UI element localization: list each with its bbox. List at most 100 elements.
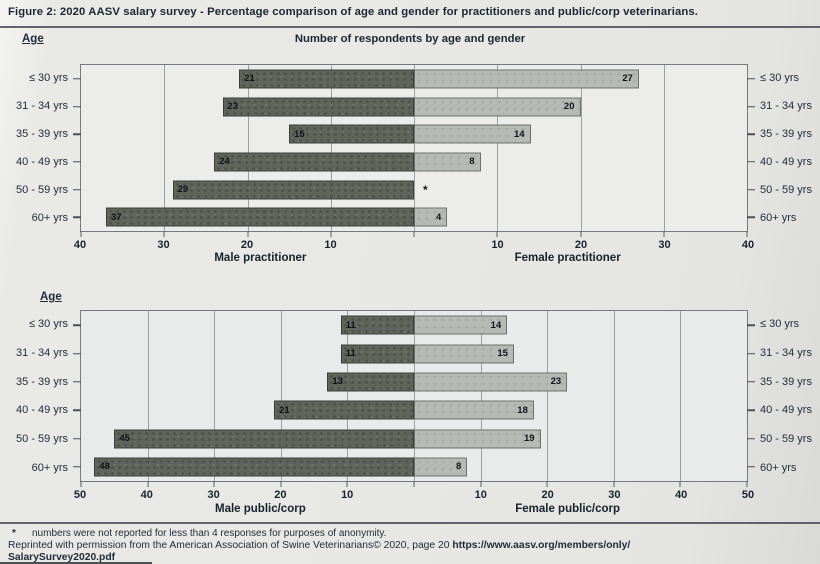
gridline xyxy=(497,65,499,231)
y-axis-tick xyxy=(747,105,755,108)
age-label-left: ≤ 30 yrs xyxy=(28,318,68,331)
bar-value-label: 37 xyxy=(110,211,122,223)
x-axis-tick-label: 40 xyxy=(140,489,153,501)
x-axis-tick-label: 30 xyxy=(608,489,621,501)
male-bar: 11 xyxy=(340,344,414,363)
x-axis-tick-labels: 40 30 20 10 10 20 30 40 xyxy=(74,239,754,253)
attribution-text: Reprinted with permission from the Ameri… xyxy=(8,540,453,551)
y-axis-tick xyxy=(73,133,81,135)
x-axis-tick xyxy=(663,231,665,237)
y-axis-tick xyxy=(747,78,755,80)
bar-value-label: 21 xyxy=(244,73,255,85)
x-axis-tick xyxy=(80,231,82,237)
female-bar: 15 xyxy=(414,344,514,363)
age-label-left: 40 - 49 yrs xyxy=(16,404,68,417)
age-axis-label: Age xyxy=(40,291,62,303)
zero-gridline xyxy=(414,311,415,481)
bar-value-label: 21 xyxy=(279,404,290,416)
chart-title: Number of respondents by age and gender xyxy=(294,33,526,45)
x-axis-tick-label: 10 xyxy=(341,489,354,501)
left-axis-title: Male practitioner xyxy=(214,252,307,264)
female-bar: 20 xyxy=(414,97,581,116)
male-bar: 11 xyxy=(340,315,414,335)
x-axis-tick-label: 30 xyxy=(157,239,170,251)
y-axis-tick xyxy=(747,216,755,218)
x-axis-tick-label: 10 xyxy=(324,239,337,251)
female-bar: 18 xyxy=(414,400,534,420)
y-axis-tick xyxy=(747,133,755,135)
x-axis-tick xyxy=(413,481,415,487)
y-axis-tick xyxy=(73,324,81,326)
x-axis-tick-label: 20 xyxy=(274,489,287,501)
chart-area: 11 14 11 15 13 23 21 18 45 19 48 8 ≤ 30 yrs ≤ 30 yrs… xyxy=(16,310,812,487)
x-axis-tick xyxy=(580,231,581,237)
age-label-right: 35 - 39 yrs xyxy=(760,128,812,140)
female-bar: 8 xyxy=(414,457,468,477)
x-axis-tick xyxy=(496,231,498,237)
age-label-right: 60+ yrs xyxy=(760,212,797,224)
age-label-left: 50 - 59 yrs xyxy=(16,433,68,445)
age-label-left: ≤ 30 yrs xyxy=(28,72,68,84)
chart-header: Age xyxy=(0,291,820,306)
plot-area: 21 27 23 20 15 14 24 8 29 * 37 4 xyxy=(73,64,755,237)
male-bar: 29 xyxy=(172,180,414,199)
left-axis-title: Male public/corp xyxy=(214,503,306,515)
x-axis-tick xyxy=(147,481,149,487)
age-label-left: 31 - 34 yrs xyxy=(16,347,68,359)
y-axis-tick xyxy=(73,161,81,163)
attribution-url-part2: SalarySurvey2020.pdf xyxy=(8,552,116,563)
gridline xyxy=(214,311,216,481)
bar-value-label: 23 xyxy=(227,101,239,112)
chart-area: 21 27 23 20 15 14 24 8 29 * 37 4 ≤ 30 yrs ≤ 30 yrs 31… xyxy=(16,64,812,237)
figure-caption-prefix: Figure 2: xyxy=(8,6,57,18)
x-axis-tick xyxy=(546,481,548,487)
x-axis-tick-label: 50 xyxy=(73,489,87,501)
right-axis-title: Female public/corp xyxy=(515,503,621,515)
female-bar: 8 xyxy=(414,152,481,172)
figure-caption-text: 2020 AASV salary survey - Percentage com… xyxy=(56,6,699,18)
x-axis-tick-label: 40 xyxy=(73,239,87,251)
male-bar: 21 xyxy=(274,400,414,420)
x-axis-tick xyxy=(413,231,415,237)
age-label-right: 40 - 49 yrs xyxy=(760,404,812,417)
gridline xyxy=(480,311,482,481)
y-axis-tick xyxy=(73,352,81,355)
x-axis-tick xyxy=(280,481,282,487)
male-bar: 45 xyxy=(114,429,414,448)
x-axis-tick xyxy=(480,481,482,487)
age-label-right: ≤ 30 yrs xyxy=(760,318,800,331)
gridline xyxy=(680,311,682,481)
attribution: Reprinted with permission from the Ameri… xyxy=(8,540,800,564)
y-axis-tick xyxy=(747,352,755,355)
footnote-asterisk: * xyxy=(12,528,16,539)
age-label-left: 50 - 59 yrs xyxy=(16,184,68,196)
gridline xyxy=(247,65,249,231)
x-axis-tick xyxy=(613,481,615,487)
bar-value-label: 13 xyxy=(332,376,343,388)
bottom-partial-rule xyxy=(0,562,152,564)
male-bar: 37 xyxy=(105,207,414,227)
footnote-divider-rule xyxy=(0,522,820,524)
bar-value-label: 24 xyxy=(219,156,230,168)
gridline xyxy=(547,311,549,481)
x-axis-tick-labels: 50 40 30 20 10 10 20 30 40 50 xyxy=(74,489,754,503)
y-axis-tick xyxy=(73,216,81,218)
x-axis-tick xyxy=(80,481,82,487)
male-bar: 15 xyxy=(289,124,414,144)
bar-value-label: 15 xyxy=(497,348,508,359)
bar-value-label: 8 xyxy=(455,461,462,473)
y-axis-tick xyxy=(747,409,755,411)
gridline xyxy=(347,311,349,481)
x-axis-tick-label: 20 xyxy=(574,239,588,251)
age-label-left: 60+ yrs xyxy=(31,461,68,474)
y-axis-tick xyxy=(73,381,81,383)
male-bar: 24 xyxy=(214,152,414,172)
caption-divider-rule xyxy=(0,26,820,28)
age-label-right: 60+ yrs xyxy=(760,461,797,474)
x-axis-tick xyxy=(746,481,748,487)
bar-value-label: 19 xyxy=(523,433,535,444)
plot-area: 11 14 11 15 13 23 21 18 45 19 48 8 xyxy=(73,310,755,487)
male-bar: 21 xyxy=(239,69,414,89)
x-axis-titles: Male public/corp Female public/corp xyxy=(80,503,748,518)
x-axis-tick xyxy=(213,481,215,487)
